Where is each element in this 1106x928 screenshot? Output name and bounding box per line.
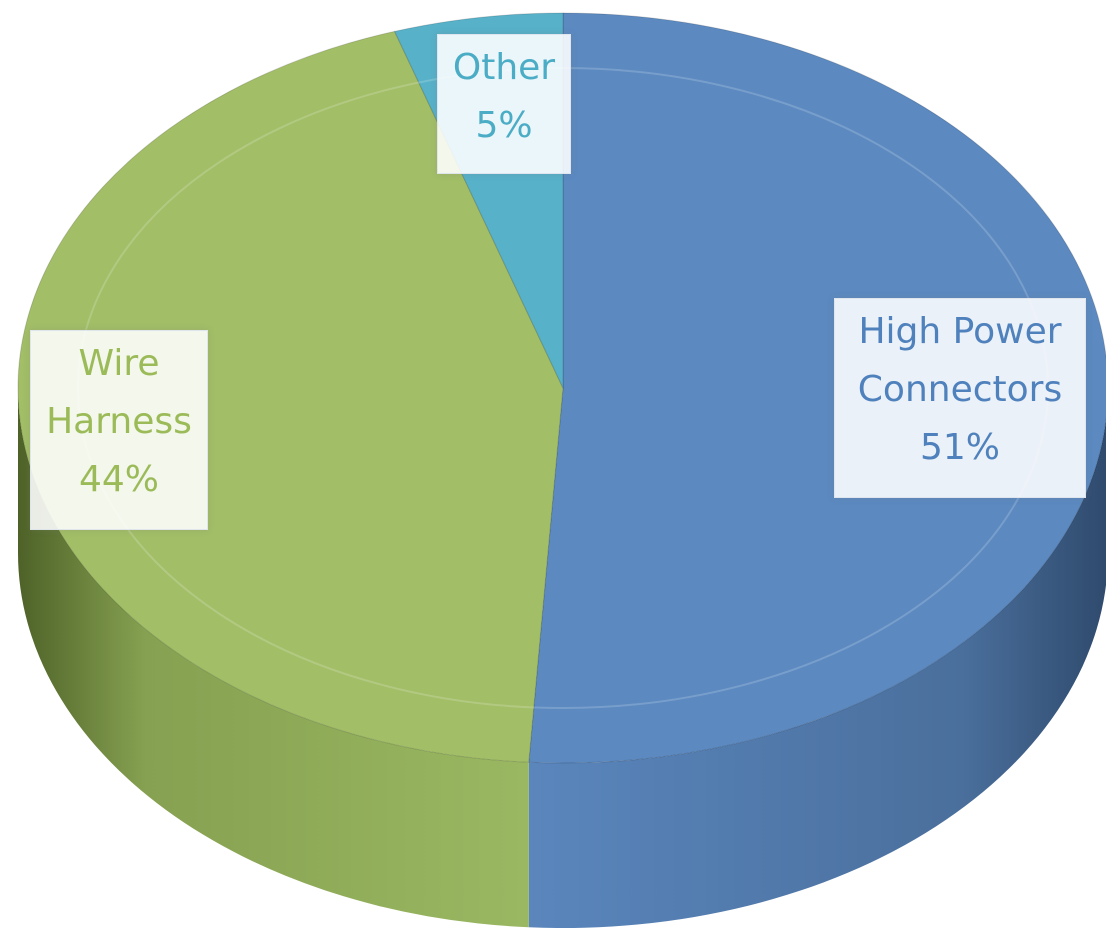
- pie-slice-high-power-connectors: [528, 12, 1106, 764]
- label-value: 44%: [78, 459, 159, 500]
- data-label-high-power-connectors: High Power Connectors 51%: [834, 298, 1086, 498]
- label-line: High Power: [858, 311, 1062, 352]
- label-line: Harness: [46, 401, 192, 442]
- label-line: Wire: [78, 343, 160, 384]
- pie-side-high-power-connectors: [528, 419, 1106, 928]
- pie-tops: [17, 12, 1106, 764]
- label-line: Other: [452, 47, 556, 88]
- label-line: Connectors: [857, 369, 1063, 410]
- pie-sides: [18, 388, 1106, 928]
- pie-side-wire-harness: [18, 388, 529, 928]
- data-label-other: Other 5%: [437, 34, 571, 174]
- pie-slice-wire-harness: [17, 30, 564, 763]
- label-value: 5%: [475, 105, 533, 146]
- label-value: 51%: [919, 427, 1000, 468]
- data-label-wire-harness: Wire Harness 44%: [30, 330, 208, 530]
